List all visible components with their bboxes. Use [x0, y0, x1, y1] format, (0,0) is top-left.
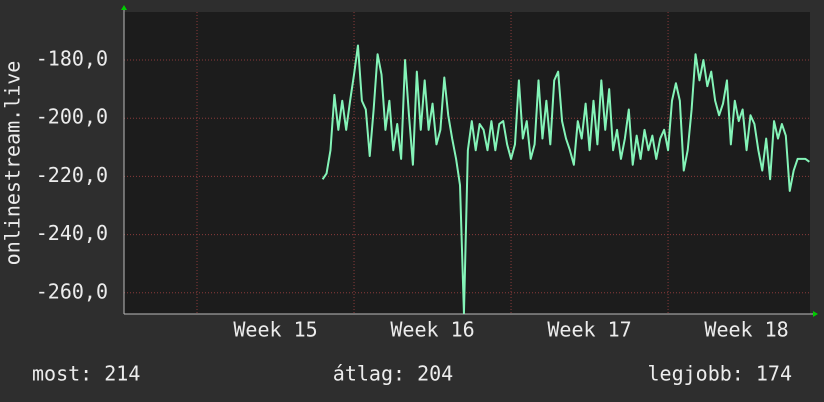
y-tick-label: -200,0 — [36, 105, 108, 129]
legend-average: átlag: 204 — [333, 362, 453, 386]
y-tick-label: -260,0 — [36, 279, 108, 303]
axis-arrow — [121, 5, 127, 10]
x-tick-label: Week 17 — [547, 318, 631, 342]
legend-current: most: 214 — [32, 362, 140, 386]
legend-best: legjobb: 174 — [648, 362, 793, 386]
y-tick-label: -240,0 — [36, 221, 108, 245]
y-tick-label: -220,0 — [36, 163, 108, 187]
x-tick-label: Week 16 — [390, 318, 474, 342]
y-tick-label: -180,0 — [36, 47, 108, 71]
y-axis-label: onlinestream.live — [1, 61, 25, 266]
x-tick-label: Week 15 — [233, 318, 317, 342]
x-tick-label: Week 18 — [704, 318, 788, 342]
series-line — [321, 44, 810, 315]
axis-arrow — [813, 311, 818, 317]
